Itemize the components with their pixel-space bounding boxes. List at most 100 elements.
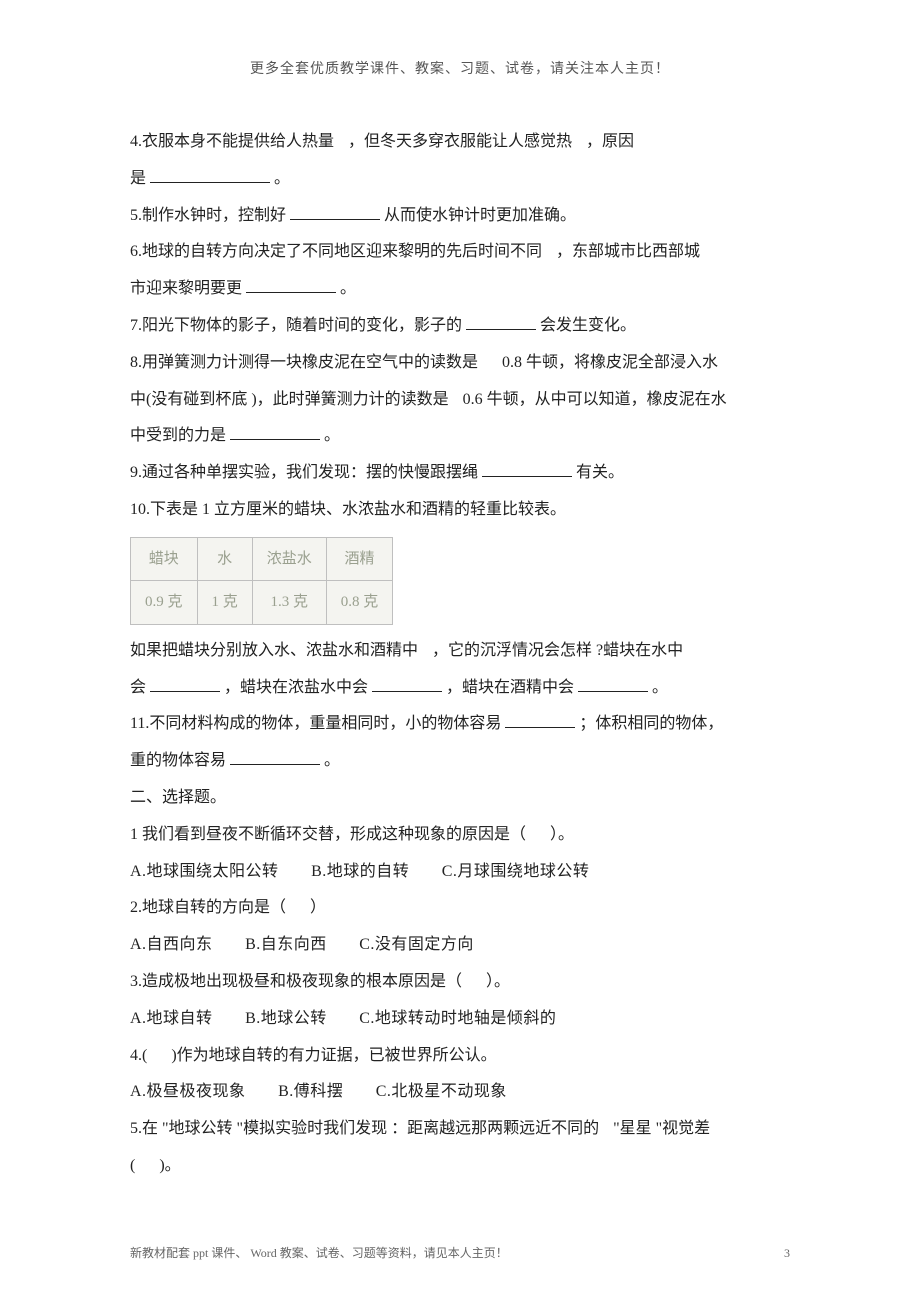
c4-q-text: 4.( <box>130 1047 147 1064</box>
q8-text-f: 。 <box>324 427 340 444</box>
c4-question: 4.( )作为地球自转的有力证据，已被世界所公认。 <box>130 1038 790 1075</box>
c2-q-text2: ） <box>310 899 326 916</box>
q10-text-b: 如果把蜡块分别放入水、浓盐水和酒精中 <box>130 642 418 659</box>
c1-option-a[interactable]: A.地球围绕太阳公转 <box>130 863 279 880</box>
fill-blank[interactable] <box>150 676 220 691</box>
q4-line1: 4.衣服本身不能提供给人热量，但冬天多穿衣服能让人感觉热，原因 <box>130 124 790 161</box>
q7-text-a: 7.阳光下物体的影子，随着时间的变化，影子的 <box>130 317 462 334</box>
c2-option-c[interactable]: C.没有固定方向 <box>359 936 474 953</box>
c4-option-b[interactable]: B.傅科摆 <box>278 1083 343 1100</box>
c4-option-c[interactable]: C.北极星不动现象 <box>376 1083 507 1100</box>
q8-line2: 中(没有碰到杯底 )，此时弹簧测力计的读数是 0.6 牛顿，从中可以知道，橡皮泥在… <box>130 382 790 419</box>
q8-text-b: 0.8 牛顿，将橡皮泥全部浸入水 <box>502 354 718 371</box>
fill-blank[interactable] <box>505 713 575 728</box>
fill-blank[interactable] <box>466 315 536 330</box>
c2-option-a[interactable]: A.自西向东 <box>130 936 213 953</box>
table-cell: 0.8 克 <box>326 581 393 625</box>
fill-blank[interactable] <box>372 676 442 691</box>
q8-text-a: 8.用弹簧测力计测得一块橡皮泥在空气中的读数是 <box>130 354 478 371</box>
table-cell: 0.9 克 <box>131 581 198 625</box>
c2-option-b[interactable]: B.自东向西 <box>245 936 327 953</box>
fill-blank[interactable] <box>150 167 270 182</box>
q4-text-b: ，但冬天多穿衣服能让人感觉热 <box>348 133 572 150</box>
q6-line1: 6.地球的自转方向决定了不同地区迎来黎明的先后时间不同 ，东部城市比西部城 <box>130 234 790 271</box>
q8-line1: 8.用弹簧测力计测得一块橡皮泥在空气中的读数是 0.8 牛顿，将橡皮泥全部浸入水 <box>130 345 790 382</box>
table-cell: 蜡块 <box>131 537 198 581</box>
c3-options: A.地球自转 B.地球公转 C.地球转动时地轴是倾斜的 <box>130 1001 790 1038</box>
c2-q-text: 2.地球自转的方向是（ <box>130 899 286 916</box>
c4-options: A.极昼极夜现象 B.傅科摆 C.北极星不动现象 <box>130 1074 790 1111</box>
c3-option-b[interactable]: B.地球公转 <box>245 1010 327 1027</box>
c3-option-c[interactable]: C.地球转动时地轴是倾斜的 <box>359 1010 556 1027</box>
q7-text-b: 会发生变化。 <box>540 317 636 334</box>
c3-question: 3.造成极地出现极昼和极夜现象的根本原因是（ ）。 <box>130 964 790 1001</box>
c1-option-b[interactable]: B.地球的自转 <box>311 863 409 880</box>
table-cell: 1.3 克 <box>252 581 326 625</box>
table-row: 蜡块 水 浓盐水 酒精 <box>131 537 393 581</box>
q10-text-e: ，蜡块在浓盐水中会 <box>224 679 368 696</box>
table-row: 0.9 克 1 克 1.3 克 0.8 克 <box>131 581 393 625</box>
q6-line2: 市迎来黎明要更 。 <box>130 271 790 308</box>
q10-line3: 会 ，蜡块在浓盐水中会 ，蜡块在酒精中会 。 <box>130 670 790 707</box>
c3-q-text2: ）。 <box>486 973 510 990</box>
q10-text-g: 。 <box>652 679 668 696</box>
document-body: 4.衣服本身不能提供给人热量，但冬天多穿衣服能让人感觉热，原因 是 。 5.制作… <box>130 124 790 1185</box>
comparison-table: 蜡块 水 浓盐水 酒精 0.9 克 1 克 1.3 克 0.8 克 <box>130 537 393 625</box>
q5-line: 5.制作水钟时，控制好 从而使水钟计时更加准确。 <box>130 198 790 235</box>
fill-blank[interactable] <box>230 750 320 765</box>
q5-text-b: 从而使水钟计时更加准确。 <box>384 207 576 224</box>
q6-text-d: 。 <box>340 280 356 297</box>
section-2-title: 二、选择题。 <box>130 780 790 817</box>
c5-text-b: "星星 "视觉差 <box>613 1120 710 1137</box>
q4-text-a: 4.衣服本身不能提供给人热量 <box>130 133 334 150</box>
c5-line1: 5.在 "地球公转 "模拟实验时我们发现 ：距离越远那两颗远近不同的 "星星 "视… <box>130 1111 790 1148</box>
c1-q-text: 1 我们看到昼夜不断循环交替，形成这种现象的原因是（ <box>130 826 526 843</box>
q4-text-e: 。 <box>274 170 290 187</box>
q10-line2: 如果把蜡块分别放入水、浓盐水和酒精中 ，它的沉浮情况会怎样 ?蜡块在水中 <box>130 633 790 670</box>
q10-text-c: ，它的沉浮情况会怎样 ?蜡块在水中 <box>432 642 683 659</box>
c2-options: A.自西向东 B.自东向西 C.没有固定方向 <box>130 927 790 964</box>
q9-text-a: 9.通过各种单摆实验，我们发现：摆的快慢跟摆绳 <box>130 464 478 481</box>
q9-line: 9.通过各种单摆实验，我们发现：摆的快慢跟摆绳 有关。 <box>130 455 790 492</box>
q11-text-b: ；体积相同的物体， <box>579 715 723 732</box>
q11-text-a: 11.不同材料构成的物体，重量相同时，小的物体容易 <box>130 715 501 732</box>
table-cell: 浓盐水 <box>252 537 326 581</box>
q6-text-a: 6.地球的自转方向决定了不同地区迎来黎明的先后时间不同 <box>130 243 542 260</box>
fill-blank[interactable] <box>482 462 572 477</box>
fill-blank[interactable] <box>290 204 380 219</box>
q11-line1: 11.不同材料构成的物体，重量相同时，小的物体容易 ；体积相同的物体， <box>130 706 790 743</box>
q11-text-d: 。 <box>324 752 340 769</box>
c5-text-a: 5.在 "地球公转 "模拟实验时我们发现 ：距离越远那两颗远近不同的 <box>130 1120 599 1137</box>
q7-line: 7.阳光下物体的影子，随着时间的变化，影子的 会发生变化。 <box>130 308 790 345</box>
page-header: 更多全套优质教学课件、教案、习题、试卷，请关注本人主页！ <box>130 58 790 78</box>
c5-text-d: )。 <box>159 1157 180 1174</box>
fill-blank[interactable] <box>578 676 648 691</box>
q10-line1: 10.下表是 1 立方厘米的蜡块、水浓盐水和酒精的轻重比较表。 <box>130 492 790 529</box>
q10-text-d: 会 <box>130 679 146 696</box>
q11-text-c: 重的物体容易 <box>130 752 226 769</box>
q6-text-c: 市迎来黎明要更 <box>130 280 242 297</box>
c3-option-a[interactable]: A.地球自转 <box>130 1010 213 1027</box>
c1-option-c[interactable]: C.月球围绕地球公转 <box>442 863 590 880</box>
c1-options: A.地球围绕太阳公转 B.地球的自转 C.月球围绕地球公转 <box>130 854 790 891</box>
table-cell: 水 <box>197 537 252 581</box>
fill-blank[interactable] <box>230 425 320 440</box>
table-cell: 酒精 <box>326 537 393 581</box>
q11-line2: 重的物体容易 。 <box>130 743 790 780</box>
c4-q-text2: )作为地球自转的有力证据，已被世界所公认。 <box>171 1047 496 1064</box>
footer-left: 新教材配套 ppt 课件、 Word 教案、试卷、习题等资料，请见本人主页！ <box>130 1244 508 1261</box>
q8-text-c: 中(没有碰到杯底 )，此时弹簧测力计的读数是 <box>130 391 449 408</box>
c4-option-a[interactable]: A.极昼极夜现象 <box>130 1083 246 1100</box>
fill-blank[interactable] <box>246 278 336 293</box>
page-number: 3 <box>784 1246 790 1261</box>
q8-text-e: 中受到的力是 <box>130 427 226 444</box>
c5-line2: ( )。 <box>130 1148 790 1185</box>
q6-text-b: ，东部城市比西部城 <box>556 243 700 260</box>
q10-text-f: ，蜡块在酒精中会 <box>446 679 574 696</box>
c1-question: 1 我们看到昼夜不断循环交替，形成这种现象的原因是（ ）。 <box>130 817 790 854</box>
q8-text-d: 0.6 牛顿，从中可以知道，橡皮泥在水 <box>463 391 727 408</box>
c1-q-text2: ）。 <box>550 826 574 843</box>
q8-line3: 中受到的力是 。 <box>130 418 790 455</box>
q9-text-b: 有关。 <box>576 464 624 481</box>
c3-q-text: 3.造成极地出现极昼和极夜现象的根本原因是（ <box>130 973 462 990</box>
